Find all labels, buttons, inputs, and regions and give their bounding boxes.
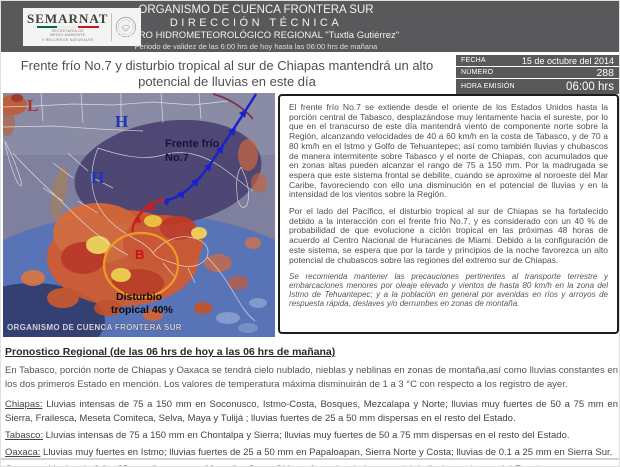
fecha-value: 15 de octubre del 2014 (521, 55, 614, 66)
org-title: ORGANISMO DE CUENCA FRONTERA SUR (138, 4, 374, 16)
meta-box: FECHA 15 de octubre del 2014 NÚMERO 288 … (456, 55, 619, 94)
bulletin-headline: Frente frío No.7 y disturbio tropical al… (20, 58, 434, 89)
numero-label: NÚMERO (461, 69, 494, 76)
direction-title: DIRECCIÓN TÉCNICA (169, 17, 343, 29)
svg-text:Frente frío: Frente frío (165, 138, 220, 150)
tropical-disturbance-label: Disturbio tropical 40% (111, 291, 174, 316)
semarnat-logo-sub1: SECRETARÍA DE (51, 29, 84, 34)
bottom-divider (1, 458, 619, 460)
hora-value: 06:00 hrs (566, 80, 614, 93)
disturbance-b-label: B (135, 247, 144, 262)
map-boundaries (3, 93, 256, 322)
header-titles: ORGANISMO DE CUENCA FRONTERA SUR DIRECCI… (91, 4, 421, 51)
tropical-disturbance-circle (102, 231, 180, 299)
semarnat-logo-sub2: MEDIO AMBIENTE (50, 33, 86, 38)
flag-bar (36, 26, 99, 29)
region-text: Lluvias de 0.1 a 25 mm dispersas en Mont… (48, 464, 547, 467)
bulletin-advisory: Se recomienda mantener las precauciones … (289, 272, 608, 309)
semarnat-logo-title: SEMARNAT (27, 11, 109, 27)
forecast-region-tabasco: Tabasco: Lluvias intensas de 75 a 150 mm… (5, 429, 618, 443)
forecast-region-guerrero: Guerrero: Lluvias de 0.1 a 25 mm dispers… (5, 463, 618, 467)
logo-divider (111, 13, 113, 41)
header-band: SEMARNAT SECRETARÍA DE MEDIO AMBIENTE Y … (1, 1, 619, 52)
weather-satellite-map: L H H Frente frío No.7 B Disturbio tropi… (3, 93, 275, 337)
forecast-heading: Pronostico Regional (de las 06 hrs de ho… (5, 346, 336, 358)
bulletin-text-box: El frente frío No.7 se extiende desde el… (278, 94, 619, 334)
meta-row-fecha: FECHA 15 de octubre del 2014 (456, 55, 619, 67)
region-text: Lluvias muy fuertes en Istmo; lluvias fu… (43, 446, 613, 458)
region-name: Guerrero: (5, 464, 46, 467)
fecha-label: FECHA (461, 57, 486, 64)
low-pressure-label: L (27, 96, 38, 115)
cold-front-line (131, 93, 258, 234)
mexico-seal-icon (115, 16, 137, 38)
hora-label: HORA EMISIÓN (461, 83, 515, 90)
cold-front-label: Frente frío No.7 (165, 138, 220, 164)
high-pressure-label: H (115, 112, 128, 131)
forecast-intro: En Tabasco, porción norte de Chiapas y O… (5, 365, 618, 390)
meta-row-hora: HORA EMISIÓN 06:00 hrs (456, 79, 619, 94)
region-name: Tabasco: (5, 429, 44, 441)
bulletin-paragraph-2: Por el lado del Pacífico, el disturbio t… (289, 206, 608, 265)
map-watermark: ORGANISMO DE CUENCA FRONTERA SUR (7, 323, 182, 332)
regional-forecast-section: Pronostico Regional (de las 06 hrs de ho… (5, 346, 618, 467)
svg-text:Disturbio: Disturbio (116, 291, 162, 303)
center-title: CENTRO HIDROMETEOROLÓGICO REGIONAL "Tuxt… (112, 30, 400, 41)
high-pressure-label-2: H (91, 168, 104, 187)
forecast-region-oaxaca: Oaxaca: Lluvias muy fuertes en Istmo; ll… (5, 446, 618, 460)
convection-clouds (3, 94, 267, 333)
region-name: Oaxaca: (5, 446, 41, 458)
svg-text:tropical 40%: tropical 40% (111, 304, 174, 316)
validity-period: Periodo de validez de las 6:00 hrs de ho… (134, 42, 378, 51)
region-text: Lluvias intensas de 75 a 150 mm en Socon… (5, 399, 618, 424)
region-name: Chiapas: (5, 399, 43, 410)
semarnat-logo: SEMARNAT SECRETARÍA DE MEDIO AMBIENTE Y … (23, 8, 141, 46)
region-text: Lluvias intensas de 75 a 150 mm en Chont… (45, 429, 570, 441)
semarnat-logo-sub3: Y RECURSOS NATURALES (41, 37, 94, 42)
meta-row-numero: NÚMERO 288 (456, 67, 619, 79)
numero-value: 288 (596, 66, 614, 79)
svg-text:No.7: No.7 (165, 152, 189, 164)
bulletin-paragraph-1: El frente frío No.7 se extiende desde el… (289, 102, 608, 200)
forecast-region-chiapas: Chiapas: Lluvias intensas de 75 a 150 mm… (5, 398, 618, 425)
